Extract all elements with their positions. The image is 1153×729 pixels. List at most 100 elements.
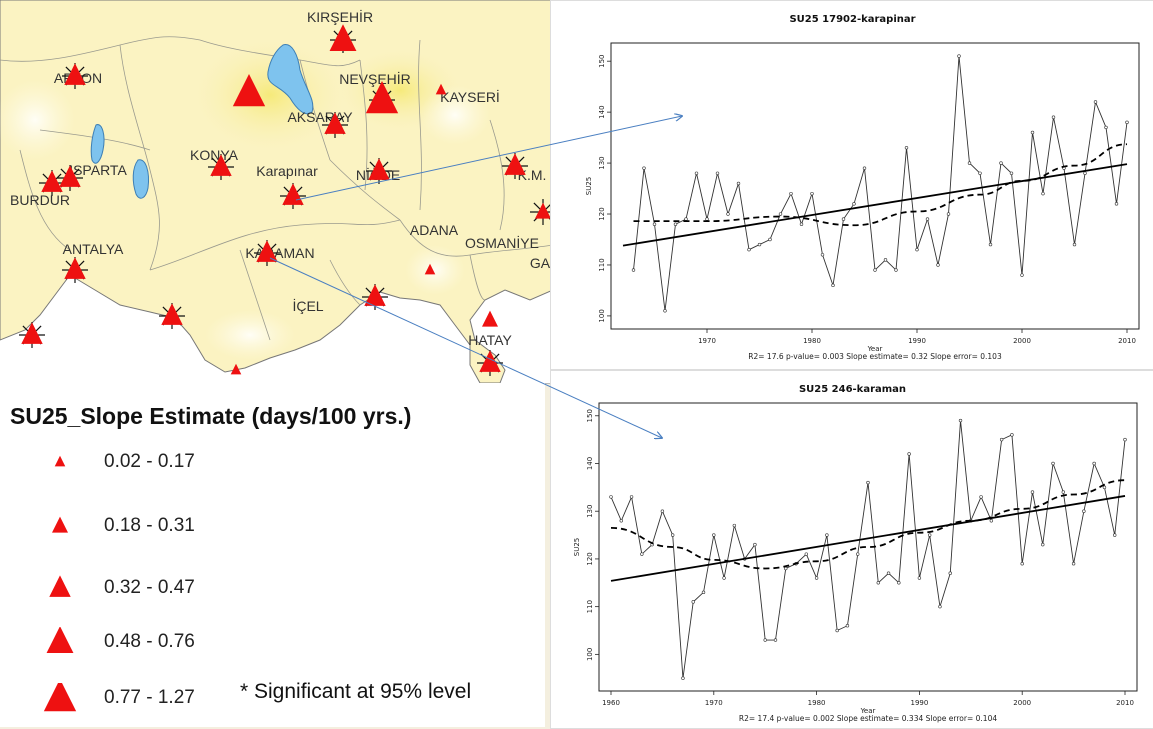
station-marker (19, 322, 45, 348)
slope-triangle (232, 74, 266, 107)
data-point (1113, 533, 1117, 537)
data-point (1041, 542, 1045, 547)
data-point (936, 263, 940, 267)
y-tick-label: 100 (598, 309, 606, 322)
plot-frame (598, 402, 1138, 692)
station-marker (230, 363, 242, 375)
y-axis-label: SU25 (585, 177, 593, 195)
station-marker (322, 112, 348, 138)
data-point (642, 166, 646, 170)
slope-triangle (329, 24, 357, 52)
x-tick-label: 1990 (908, 337, 926, 345)
slope-triangle (64, 63, 86, 85)
y-tick-label: 100 (586, 648, 594, 661)
y-tick-label: 110 (598, 258, 606, 271)
place-label: ISPARTA (69, 162, 127, 178)
triangle-icon (40, 573, 80, 603)
data-point (1123, 437, 1127, 442)
data-point (967, 161, 972, 165)
data-point (958, 418, 963, 423)
data-point (757, 242, 762, 247)
data-point (1020, 273, 1024, 277)
x-tick-label: 1990 (910, 699, 928, 707)
data-point (778, 212, 783, 216)
data-point (957, 54, 961, 58)
station-marker (39, 170, 65, 196)
station-marker (62, 257, 88, 283)
place-label: BURDUR (10, 192, 70, 208)
data-point (660, 509, 665, 513)
y-tick-label: 120 (598, 207, 606, 220)
place-label: OSMANİYE (465, 234, 539, 251)
station-marker (530, 199, 553, 225)
data-point (845, 624, 850, 628)
triangle-icon (40, 627, 80, 657)
place-label: ANTALYA (63, 241, 124, 257)
data-point (866, 480, 870, 485)
data-point (1051, 115, 1056, 119)
data-point (1030, 130, 1035, 135)
data-point (894, 268, 898, 272)
legend-panel: SU25_Slope Estimate (days/100 yrs.) 0.02… (0, 383, 545, 727)
x-tick-label: 1960 (602, 699, 620, 707)
data-point (925, 217, 930, 221)
place-label: İÇEL (292, 297, 323, 314)
station-marker (435, 83, 447, 95)
triangle-icon (40, 683, 80, 713)
x-tick-label: 1970 (705, 699, 723, 707)
chart-canvas: 1960 1970 1980 1990 2000 2010 100 110 120 130 140 1… (573, 402, 1138, 723)
data-point (1104, 125, 1108, 130)
slope-triangle (161, 303, 183, 325)
data-point (831, 283, 835, 288)
data-point (917, 576, 922, 580)
data-point (773, 638, 778, 642)
data-point (999, 437, 1004, 442)
data-point (609, 495, 613, 499)
legend-label: 0.48 - 0.76 (104, 631, 195, 652)
data-point (1072, 242, 1077, 247)
data-point (989, 519, 994, 523)
slope-triangle (21, 322, 43, 344)
x-tick-label: 2010 (1116, 699, 1134, 707)
y-tick-label: 150 (586, 409, 594, 422)
station-marker (208, 154, 234, 180)
triangle-icon (40, 511, 80, 541)
data-point (629, 495, 634, 499)
data-point (876, 581, 880, 585)
data-point (768, 237, 772, 242)
map-canvas: KIRŞEHİRAFYONNEVŞEHİRKAYSERİAKSARAYKONYA… (0, 0, 553, 383)
gradient-zone (205, 310, 295, 360)
station-marker (366, 158, 392, 184)
data-point (1061, 490, 1066, 494)
data-point (763, 638, 767, 642)
data-point (883, 258, 888, 262)
chart-title: SU25 246-karaman (798, 384, 907, 395)
data-point (673, 222, 678, 226)
station-marker (329, 24, 357, 53)
data-point (1083, 171, 1087, 175)
data-point (681, 676, 685, 680)
y-tick-label: 120 (586, 552, 594, 565)
chart-canvas: 1970 1980 1990 2000 2010 100 110 120 130 140 150 SU… (585, 42, 1140, 361)
place-label: KAYSERİ (440, 88, 500, 105)
lake-beysehir (132, 159, 149, 199)
data-point (631, 268, 636, 272)
map-panel: KIRŞEHİRAFYONNEVŞEHİRKAYSERİAKSARAYKONYA… (0, 0, 553, 384)
x-tick-label: 2010 (1118, 337, 1136, 345)
gradient-zone (0, 80, 75, 160)
data-point (670, 533, 675, 537)
station-marker (62, 63, 88, 89)
data-point (694, 171, 699, 175)
data-point (722, 576, 726, 580)
data-point (1020, 562, 1024, 566)
lake-tuz (267, 44, 314, 115)
data-point (825, 533, 829, 537)
x-tick-label: 2000 (1013, 699, 1031, 707)
x-tick-label: 1980 (803, 337, 821, 345)
legend-item: 0.77 - 1.27 (40, 683, 300, 713)
legend-label: 0.77 - 1.27 (104, 687, 195, 708)
legend-item: 0.48 - 0.76 (40, 627, 300, 657)
data-point (862, 166, 867, 170)
station-marker (502, 153, 528, 179)
slope-triangle (41, 170, 63, 192)
